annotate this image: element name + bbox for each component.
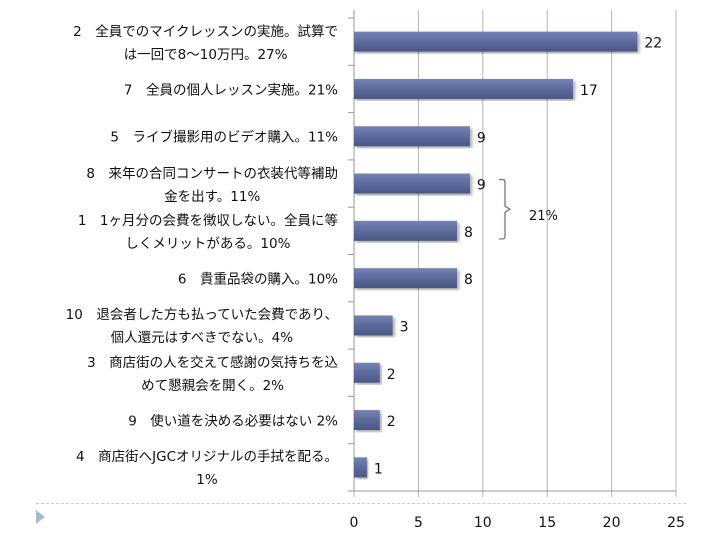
bar (354, 78, 573, 99)
x-tick-label: 15 (538, 515, 556, 531)
slide-arrow-icon (36, 510, 45, 524)
category-label-line: 個人還元はすべきでない。4% (110, 330, 294, 347)
category-label: 7 全員の個人レッスン実施。21% (124, 79, 338, 102)
bar-value-label: 9 (477, 178, 486, 194)
category-label-line: 10 退会者した方も払っていた会費であり、 (65, 307, 338, 324)
category-label-line: 1 1ヶ月分の会費を徴収しない。全員に等 (77, 212, 338, 229)
category-label: 6 貴重品袋の購入。10% (178, 269, 338, 292)
category-label-line: しくメリットがある。10% (125, 235, 291, 252)
slide-divider (36, 503, 686, 504)
category-label: 5 ライブ撮影用のビデオ購入。11% (110, 127, 338, 150)
category-label-line: めて懇親会を開く。2% (141, 377, 284, 394)
bar-value-label: 8 (464, 272, 473, 288)
bar (354, 173, 470, 194)
bar-value-label: 8 (464, 225, 473, 241)
bar-value-label: 9 (477, 130, 486, 146)
category-label-line: 2 全員でのマイクレッスンの実施。試算で (73, 23, 338, 40)
bar (354, 362, 380, 383)
x-tick-label: 20 (603, 515, 621, 531)
category-label: 9 使い道を決める必要はない 2% (128, 411, 338, 434)
category-label: 10 退会者した方も払っていた会費であり、 個人還元はすべきでない。4% (66, 304, 338, 350)
bar-value-label: 22 (644, 36, 662, 52)
x-tick-label: 5 (414, 515, 423, 531)
category-label-line: 8 来年の合同コンサートの衣装代等補助 (86, 165, 338, 182)
x-tick-label: 25 (667, 515, 685, 531)
category-label-line: 1% (196, 472, 218, 489)
category-label-line: 5 ライブ撮影用のビデオ購入。11% (110, 129, 338, 146)
bar (354, 126, 470, 147)
bar (354, 31, 638, 52)
category-label-line: 9 使い道を決める必要はない 2% (128, 413, 338, 430)
bar-value-label: 2 (387, 367, 396, 383)
category-label: 8 来年の合同コンサートの衣装代等補助 金を出す。11% (86, 163, 338, 209)
bracket-annotation-label: 21% (529, 209, 558, 224)
category-label: 3 商店街の人を交えて感謝の気持ちを込 めて懇親会を開く。2% (87, 352, 338, 398)
category-label-line: 4 商店街へJGCオリジナルの手拭を配る。 (76, 449, 338, 466)
category-label: 2 全員でのマイクレッスンの実施。試算で は一回で8〜10万円。27% (73, 21, 338, 67)
bar (354, 410, 380, 431)
x-tick-label: 10 (474, 515, 492, 531)
category-label: 4 商店街へJGCオリジナルの手拭を配る。 1% (76, 446, 338, 492)
bar (354, 220, 458, 241)
category-label-line: 3 商店街の人を交えて感謝の気持ちを込 (87, 354, 338, 371)
category-label-line: 7 全員の個人レッスン実施。21% (123, 82, 338, 99)
bar-value-label: 17 (580, 83, 598, 99)
bar-value-label: 2 (387, 414, 396, 430)
bar-value-label: 1 (374, 461, 383, 477)
bar (354, 268, 458, 289)
x-tick-label: 0 (350, 515, 359, 531)
bar-value-label: 3 (400, 319, 409, 335)
brace-icon (499, 178, 512, 240)
category-label: 1 1ヶ月分の会費を徴収しない。全員に等 しくメリットがある。10% (78, 210, 338, 256)
category-label-line: は一回で8〜10万円。27% (123, 46, 288, 63)
bar (354, 457, 367, 478)
bar (354, 315, 393, 336)
category-label-line: 金を出す。11% (164, 188, 261, 205)
category-label-line: 6 貴重品袋の購入。10% (177, 271, 338, 288)
